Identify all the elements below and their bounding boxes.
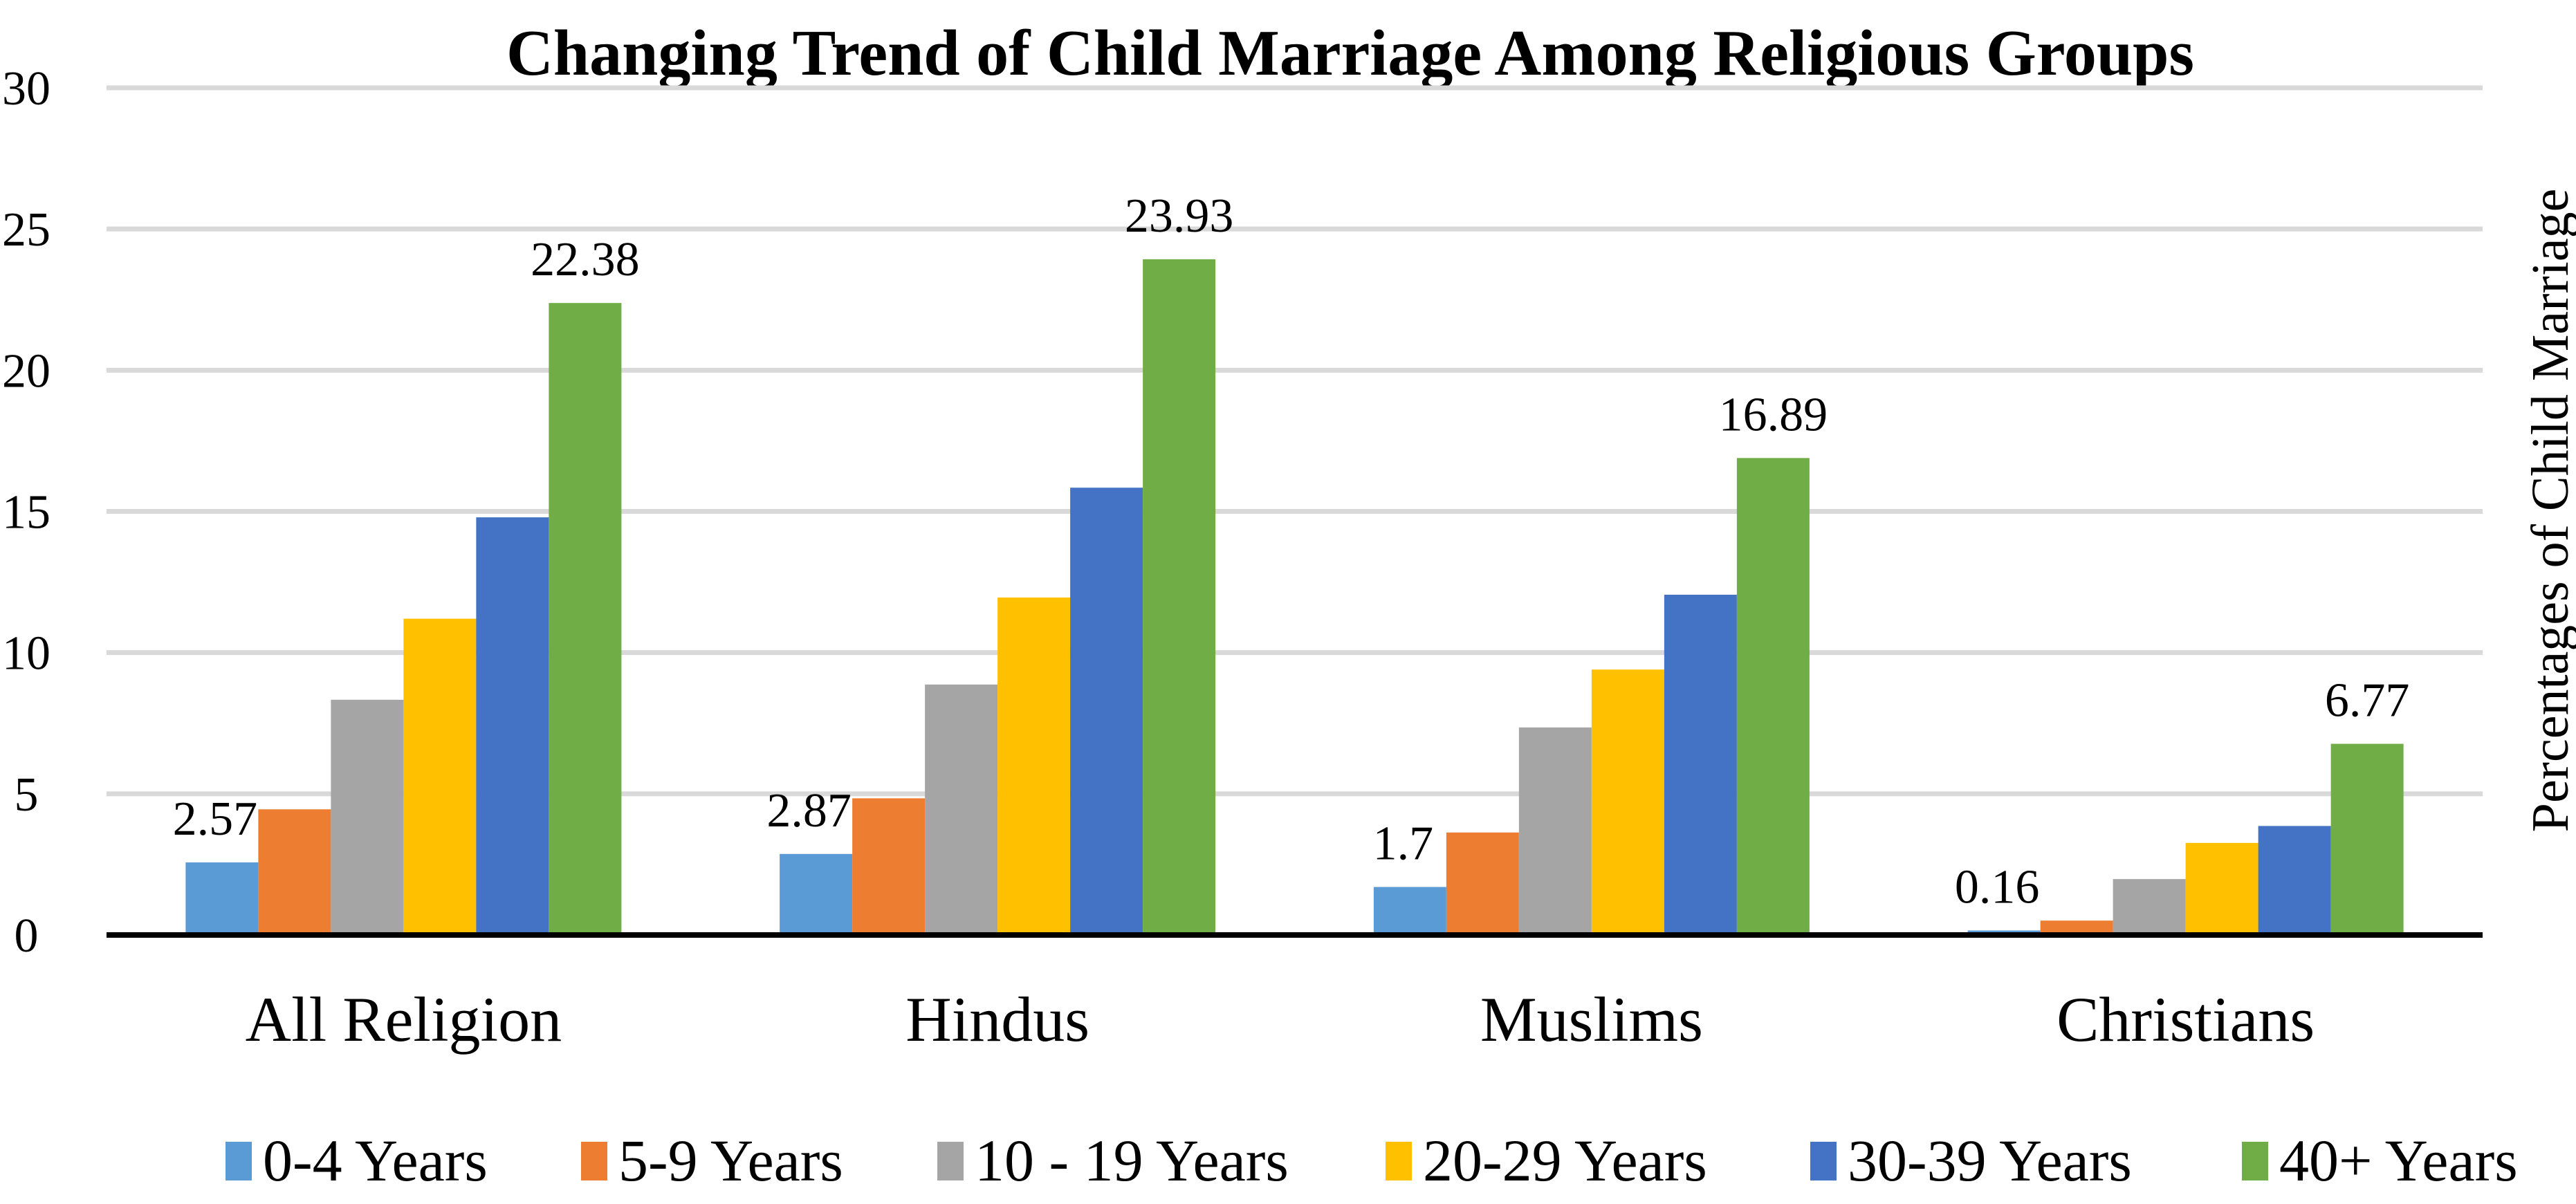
y-axis-title: Percentages of Child Marriage <box>2521 189 2576 833</box>
bar <box>1373 887 1446 935</box>
legend: 0-4 Years 5-9 Years 10 - 19 Years 20-29 Yea… <box>226 1127 2518 1194</box>
legend-swatch <box>226 1142 252 1180</box>
bar <box>1518 727 1592 935</box>
legend-item: 5-9 Years <box>581 1127 843 1194</box>
bar <box>2330 743 2404 935</box>
bar <box>2185 842 2258 935</box>
data-label: 2.87 <box>766 784 852 837</box>
y-axis-ticks: 0 5 10 15 20 25 30 <box>2 62 50 963</box>
y-tick-label: 15 <box>2 486 50 539</box>
y-tick-label: 10 <box>2 627 50 680</box>
y-tick-label: 5 <box>15 768 39 822</box>
legend-label: 20-29 Years <box>1423 1127 1707 1194</box>
legend-item: 10 - 19 Years <box>937 1127 1289 1194</box>
bar <box>549 303 622 935</box>
y-tick-label: 30 <box>2 62 50 115</box>
data-label: 23.93 <box>1125 189 1234 243</box>
legend-label: 30-39 Years <box>1848 1127 2132 1194</box>
data-labels: 2.57 22.38 2.87 23.93 1.7 16.89 0.16 6.77 <box>173 189 2410 914</box>
bar <box>1070 488 1143 935</box>
legend-swatch <box>937 1142 964 1180</box>
data-label: 1.7 <box>1373 817 1434 871</box>
legend-item: 30-39 Years <box>1810 1127 2132 1194</box>
legend-swatch <box>2242 1142 2268 1180</box>
data-label: 6.77 <box>2325 674 2410 728</box>
bar <box>1591 669 1664 935</box>
legend-item: 0-4 Years <box>226 1127 488 1194</box>
legend-swatch <box>1386 1142 1412 1180</box>
x-category-label: Muslims <box>1480 984 1703 1055</box>
legend-item: 40+ Years <box>2242 1127 2518 1194</box>
x-category-label: All Religion <box>246 984 562 1055</box>
y-tick-label: 0 <box>15 909 39 963</box>
x-axis-categories: All Religion Hindus Muslims Christians <box>246 984 2315 1055</box>
bar <box>2113 879 2186 935</box>
y-tick-label: 20 <box>2 344 50 398</box>
bar <box>780 853 853 935</box>
bar <box>258 809 331 935</box>
bar <box>1664 594 1737 935</box>
bar <box>1143 259 1216 935</box>
bar <box>1446 832 1519 935</box>
legend-label: 40+ Years <box>2279 1127 2518 1194</box>
bar <box>331 699 404 935</box>
legend-label: 10 - 19 Years <box>975 1127 1289 1194</box>
y-tick-label: 25 <box>2 203 50 257</box>
data-label: 22.38 <box>531 233 640 286</box>
bar <box>925 684 998 935</box>
x-category-label: Hindus <box>905 984 1089 1055</box>
bar <box>2040 920 2113 935</box>
bar <box>185 862 259 935</box>
bars <box>185 259 2404 935</box>
legend-item: 20-29 Years <box>1386 1127 1707 1194</box>
legend-swatch <box>581 1142 607 1180</box>
bar <box>997 598 1071 935</box>
data-label: 2.57 <box>173 793 258 846</box>
legend-label: 5-9 Years <box>618 1127 843 1194</box>
chart-title: Changing Trend of Child Marriage Among R… <box>506 17 2194 89</box>
bar <box>1736 458 1810 935</box>
data-label: 16.89 <box>1719 388 1828 441</box>
bar <box>476 517 549 935</box>
legend-label: 0-4 Years <box>263 1127 488 1194</box>
bar <box>852 798 926 935</box>
legend-swatch <box>1810 1142 1837 1180</box>
bar <box>2258 826 2331 935</box>
bar <box>403 618 477 935</box>
data-label: 0.16 <box>1955 860 2040 914</box>
x-category-label: Christians <box>2057 984 2315 1055</box>
